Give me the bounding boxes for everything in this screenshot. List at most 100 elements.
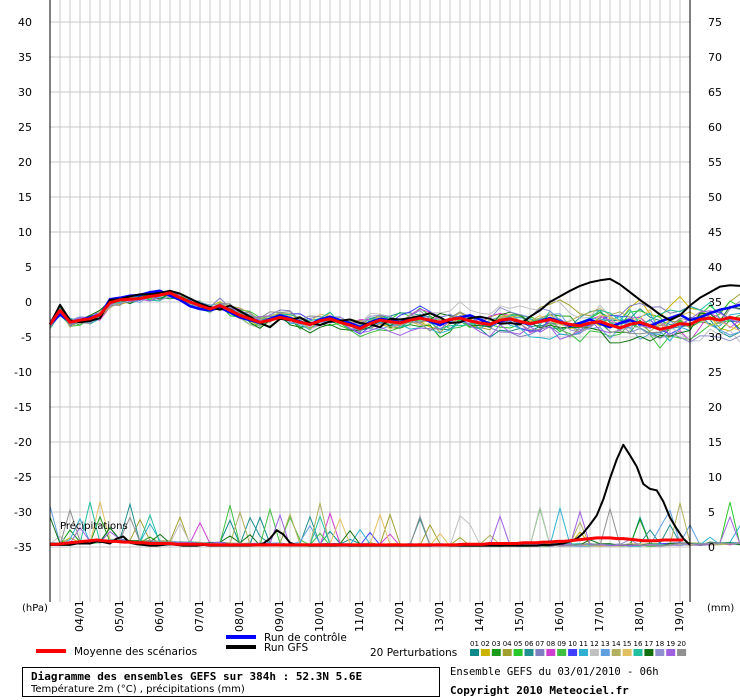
perturbation-id-label: 05 xyxy=(514,640,523,648)
left-tick-label: -20 xyxy=(14,436,32,449)
perturbation-id-label: 17 xyxy=(644,640,653,648)
perturbation-id-label: 18 xyxy=(655,640,664,648)
left-tick-label: 0 xyxy=(25,296,32,309)
right-tick-label: 70 xyxy=(708,51,722,64)
right-tick-label: 0 xyxy=(708,541,715,554)
right-tick-label: 60 xyxy=(708,121,722,134)
chart-subtitle: Température 2m (°C) , précipitations (mm… xyxy=(31,684,245,695)
perturbation-id-label: 10 xyxy=(568,640,577,648)
info-box: Diagramme des ensembles GEFS sur 384h : … xyxy=(22,667,440,697)
left-tick-label: 10 xyxy=(18,226,32,239)
perturbation-swatch xyxy=(568,649,578,656)
x-tick-label: 07/01 xyxy=(193,600,206,632)
x-tick-label: 09/01 xyxy=(273,600,286,632)
legend-gfs-label: Run GFS xyxy=(264,642,308,654)
chart-legend: Moyenne des scénarios Run de contrôle Ru… xyxy=(36,632,687,659)
x-tick-label: 15/01 xyxy=(513,600,526,632)
legend-control-label: Run de contrôle xyxy=(264,632,347,644)
x-tick-label: 11/01 xyxy=(353,600,366,632)
right-tick-label: 5 xyxy=(708,506,715,519)
x-tick-label: 18/01 xyxy=(633,600,646,632)
x-tick-label: 04/01 xyxy=(73,600,86,632)
perturbation-id-label: 01 xyxy=(470,640,479,648)
perturbation-swatch xyxy=(470,649,479,656)
right-axis-unit: (mm) xyxy=(707,603,734,614)
perturbation-swatch xyxy=(491,649,501,656)
perturbation-swatch xyxy=(677,649,687,656)
right-tick-label: 20 xyxy=(708,401,722,414)
series-temperature-line xyxy=(48,291,740,331)
x-tick-label: 16/01 xyxy=(553,600,566,632)
legend-mean-label: Moyenne des scénarios xyxy=(74,646,197,658)
series-precip-line xyxy=(50,536,684,547)
precip-label: Précipitations xyxy=(60,520,128,532)
x-tick-label: 08/01 xyxy=(233,600,246,632)
perturbation-swatch xyxy=(600,649,610,656)
right-tick-label: 50 xyxy=(708,191,722,204)
left-tick-label: -5 xyxy=(21,331,32,344)
perturbation-swatch xyxy=(502,649,512,656)
right-tick-label: 10 xyxy=(708,471,722,484)
left-tick-label: 30 xyxy=(18,86,32,99)
x-tick-label: 10/01 xyxy=(313,600,326,632)
perturbation-swatch xyxy=(579,649,588,656)
perturbation-swatch xyxy=(644,649,654,656)
main-series xyxy=(48,277,740,547)
perturbation-swatches: 01 02 03 04 05 06 07 08 09 10 11 12 13 14 15 16 17 18 19 20 xyxy=(470,640,687,656)
left-tick-label: 40 xyxy=(18,16,32,29)
perturbation-swatch xyxy=(589,649,599,656)
perturbation-id-label: 09 xyxy=(557,640,566,648)
x-tick-label: 19/01 xyxy=(673,600,686,632)
left-tick-label: -15 xyxy=(14,401,32,414)
x-tick-label: 05/01 xyxy=(113,600,126,632)
left-tick-label: 15 xyxy=(18,191,32,204)
perturbation-swatch xyxy=(546,649,556,656)
left-tick-label: 35 xyxy=(18,51,32,64)
right-tick-label: 65 xyxy=(708,86,722,99)
perturbation-id-label: 20 xyxy=(677,640,686,648)
right-tick-label: 15 xyxy=(708,436,722,449)
left-tick-label: -10 xyxy=(14,366,32,379)
right-tick-label: 35 xyxy=(708,296,722,309)
right-tick-label: 30 xyxy=(708,331,722,344)
x-tick-label: 12/01 xyxy=(393,600,406,632)
copyright: Copyright 2010 Meteociel.fr xyxy=(450,684,629,697)
perturbation-swatch xyxy=(480,649,490,656)
left-tick-label: -35 xyxy=(14,541,32,554)
x-tick-label: 06/01 xyxy=(153,600,166,632)
x-tick-label: 14/01 xyxy=(473,600,486,632)
perturbation-id-label: 12 xyxy=(590,640,599,648)
perturbation-id-label: 16 xyxy=(634,640,643,648)
perturbation-id-label: 04 xyxy=(503,640,512,648)
perturbation-swatch xyxy=(535,649,545,656)
x-tick-label: 13/01 xyxy=(433,600,446,632)
perturbation-swatch xyxy=(557,649,567,656)
right-tick-label: 40 xyxy=(708,261,722,274)
perturbation-id-label: 08 xyxy=(546,640,555,648)
perturbation-id-label: 11 xyxy=(579,640,588,648)
perturbation-id-label: 15 xyxy=(623,640,632,648)
left-tick-label: 25 xyxy=(18,121,32,134)
right-tick-label: 45 xyxy=(708,226,722,239)
right-tick-label: 55 xyxy=(708,156,722,169)
perturbation-swatch xyxy=(611,649,621,656)
left-tick-label: 20 xyxy=(18,156,32,169)
perturbation-id-label: 06 xyxy=(525,640,534,648)
perturbation-swatch xyxy=(513,649,523,656)
perturbation-id-label: 03 xyxy=(492,640,501,648)
perturbation-id-label: 19 xyxy=(666,640,675,648)
chart-title: Diagramme des ensembles GEFS sur 384h : … xyxy=(31,670,363,683)
left-tick-label: -25 xyxy=(14,471,32,484)
perturbation-swatch xyxy=(622,649,632,656)
perturbation-id-label: 07 xyxy=(535,640,544,648)
left-tick-label: -30 xyxy=(14,506,32,519)
right-tick-label: 25 xyxy=(708,366,722,379)
perturbation-swatch xyxy=(666,649,676,656)
left-axis-unit: (hPa) xyxy=(22,603,48,614)
legend-perturbations-label: 20 Perturbations xyxy=(370,647,457,659)
perturbation-id-label: 14 xyxy=(612,640,621,648)
left-tick-label: 5 xyxy=(25,261,32,274)
right-tick-label: 75 xyxy=(708,16,722,29)
